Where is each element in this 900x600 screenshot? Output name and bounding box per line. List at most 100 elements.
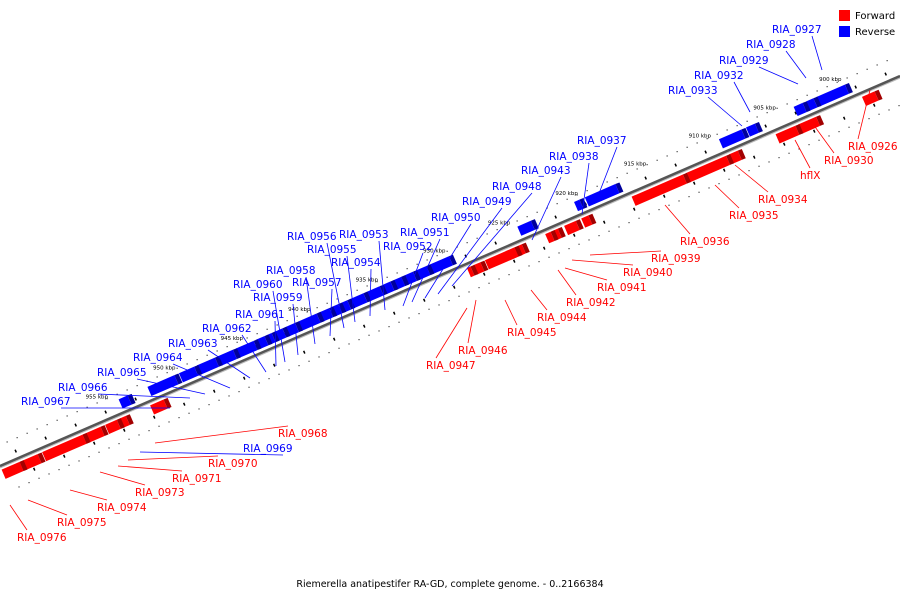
gene-label-ria_0939[interactable]: RIA_0939 [651, 253, 701, 265]
gene-label-ria_0952[interactable]: RIA_0952 [383, 241, 433, 253]
gene-ria_0926[interactable] [861, 89, 883, 107]
gene-label-ria_0960[interactable]: RIA_0960 [233, 279, 283, 291]
minor-tick [426, 259, 428, 261]
tick-label: 950 kbp [153, 365, 176, 371]
gene-label-ria_0961[interactable]: RIA_0961 [235, 309, 285, 321]
gene-ria_0930[interactable] [798, 115, 825, 134]
minor-tick [526, 216, 528, 218]
gene-label-ria_0971[interactable]: RIA_0971 [172, 473, 222, 485]
gene-label-ria_0951[interactable]: RIA_0951 [400, 227, 450, 239]
gene-label-ria_0937[interactable]: RIA_0937 [577, 135, 627, 147]
gene-ria_0976[interactable] [1, 460, 28, 479]
gene-hflx[interactable] [775, 124, 804, 144]
major-tick [554, 215, 557, 219]
gene-label-ria_0930[interactable]: RIA_0930 [824, 155, 874, 167]
minor-tick [468, 291, 470, 293]
gene-label-ria_0975[interactable]: RIA_0975 [57, 517, 107, 529]
gene-ria_0937[interactable] [584, 182, 624, 207]
gene-label-ria_0944[interactable]: RIA_0944 [537, 312, 587, 324]
gene-label-ria_0962[interactable]: RIA_0962 [202, 323, 252, 335]
gene-label-ria_0959[interactable]: RIA_0959 [253, 292, 303, 304]
gene-ria_0943[interactable] [517, 219, 539, 236]
major-tick [782, 142, 786, 146]
gene-label-ria_0934[interactable]: RIA_0934 [758, 194, 808, 206]
major-tick [662, 194, 666, 198]
minor-tick [168, 421, 170, 423]
gene-ria_0971[interactable] [105, 418, 125, 434]
gene-label-ria_0943[interactable]: RIA_0943 [521, 165, 571, 177]
gene-label-ria_0970[interactable]: RIA_0970 [208, 458, 258, 470]
gene-label-ria_0974[interactable]: RIA_0974 [97, 502, 147, 514]
minor-tick [606, 181, 608, 183]
gene-label-ria_0935[interactable]: RIA_0935 [729, 210, 779, 222]
gene-label-ria_0949[interactable]: RIA_0949 [462, 196, 512, 208]
gene-ria_0932[interactable] [745, 122, 763, 137]
gene-label-ria_0945[interactable]: RIA_0945 [507, 327, 557, 339]
gene-label-ria_0942[interactable]: RIA_0942 [566, 297, 616, 309]
gene-label-ria_0976[interactable]: RIA_0976 [17, 532, 67, 544]
gene-label-ria_0969[interactable]: RIA_0969 [243, 443, 293, 455]
gene-ria_0945[interactable] [484, 245, 523, 270]
gene-ria_0929[interactable] [793, 101, 811, 117]
gene-label-ria_0936[interactable]: RIA_0936 [680, 236, 730, 248]
gene-label-ria_0963[interactable]: RIA_0963 [168, 338, 218, 350]
gene-front-face [150, 399, 168, 415]
gene-label-ria_0956[interactable]: RIA_0956 [287, 231, 337, 243]
gene-label-ria_0964[interactable]: RIA_0964 [133, 352, 183, 364]
gene-ria_0974[interactable] [42, 432, 91, 462]
gene-ria_0958[interactable] [298, 311, 325, 331]
major-tick [74, 423, 77, 427]
gene-label-ria_0940[interactable]: RIA_0940 [623, 267, 673, 279]
gene-label-ria_0955[interactable]: RIA_0955 [307, 244, 357, 256]
gene-label-ria_0932[interactable]: RIA_0932 [694, 70, 744, 82]
gene-leader-line [564, 267, 608, 281]
gene-side-face [174, 373, 183, 385]
gene-label-ria_0967[interactable]: RIA_0967 [21, 396, 71, 408]
minor-tick [498, 278, 500, 280]
gene-side-face [874, 89, 883, 101]
gene-ria_0936[interactable] [631, 172, 691, 206]
gene-ria_0940[interactable] [564, 219, 584, 236]
gene-ria_0935[interactable] [685, 154, 735, 183]
gene-label-ria_0957[interactable]: RIA_0957 [292, 277, 342, 289]
gene-label-ria_0947[interactable]: RIA_0947 [426, 360, 476, 372]
gene-ria_0969[interactable] [118, 393, 136, 409]
gene-ria_0933[interactable] [718, 127, 750, 149]
gene-ria_0938[interactable] [574, 198, 588, 212]
gene-label-ria_0948[interactable]: RIA_0948 [492, 181, 542, 193]
minor-tick [708, 187, 710, 189]
gene-label-hflx[interactable]: hflX [800, 170, 820, 182]
gene-label-ria_0968[interactable]: RIA_0968 [278, 428, 328, 440]
gene-label-ria_0928[interactable]: RIA_0928 [746, 39, 796, 51]
gene-ria_0963[interactable] [235, 339, 262, 358]
gene-label-ria_0965[interactable]: RIA_0965 [97, 367, 147, 379]
gene-label-ria_0938[interactable]: RIA_0938 [549, 151, 599, 163]
gene-ria_0964[interactable] [217, 348, 241, 366]
gene-leader-line [274, 320, 277, 367]
gene-label-ria_0958[interactable]: RIA_0958 [266, 265, 316, 277]
gene-label-ria_0953[interactable]: RIA_0953 [339, 229, 389, 241]
gene-label-ria_0927[interactable]: RIA_0927 [772, 24, 822, 36]
gene-label-ria_0941[interactable]: RIA_0941 [597, 282, 647, 294]
gene-ria_0960[interactable] [273, 326, 291, 342]
gene-ria_0927[interactable] [816, 83, 853, 107]
gene-label-ria_0954[interactable]: RIA_0954 [331, 257, 381, 269]
gene-label-ria_0946[interactable]: RIA_0946 [458, 345, 508, 357]
gene-ria_0939[interactable] [581, 213, 597, 228]
gene-ria_0947[interactable] [466, 264, 479, 278]
gene-ria_0966[interactable] [178, 364, 203, 383]
gene-label-ria_0973[interactable]: RIA_0973 [135, 487, 185, 499]
gene-label-ria_0929[interactable]: RIA_0929 [719, 55, 769, 67]
minor-tick [506, 224, 508, 226]
gene-label-ria_0966[interactable]: RIA_0966 [58, 382, 108, 394]
gene-ria_0968[interactable] [150, 397, 172, 415]
gene-label-ria_0950[interactable]: RIA_0950 [431, 212, 481, 224]
gene-label-ria_0926[interactable]: RIA_0926 [848, 141, 898, 153]
minor-tick [516, 220, 518, 222]
gene-ria_0965[interactable] [196, 356, 223, 375]
gene-label-ria_0933[interactable]: RIA_0933 [668, 85, 718, 97]
gene-ria_0942[interactable] [545, 230, 559, 244]
gene-side-face [682, 172, 691, 184]
major-tick [542, 246, 546, 250]
gene-ria_0967[interactable] [147, 373, 183, 397]
